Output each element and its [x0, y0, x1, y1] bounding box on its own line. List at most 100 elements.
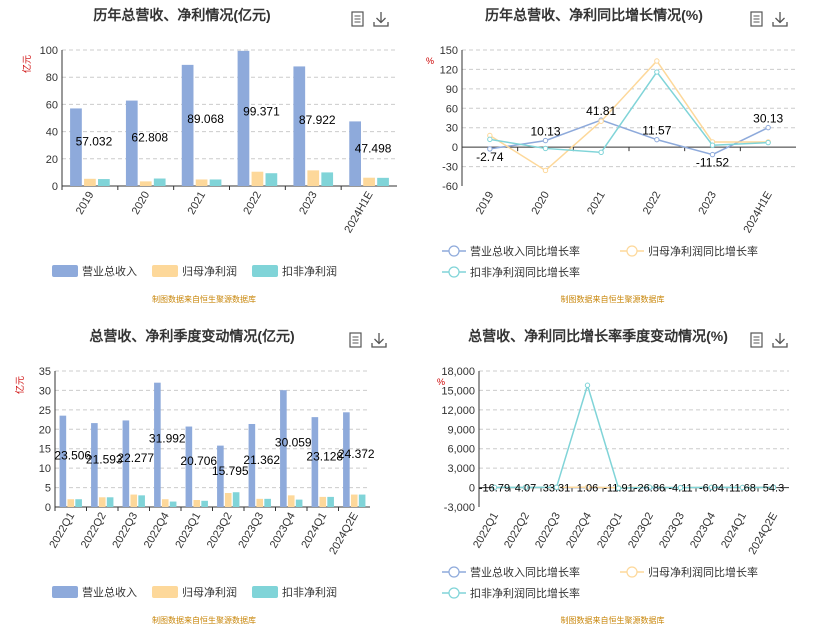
data-label: -6.04 — [699, 483, 724, 495]
bar — [321, 172, 334, 186]
data-label: 41.81 — [586, 104, 616, 118]
legend-item[interactable]: 归母净利润 — [152, 585, 237, 599]
x-tick-label: 2023Q1 — [595, 511, 625, 551]
y-tick-label: 0 — [52, 181, 58, 193]
x-tick-label: 2023Q2 — [626, 511, 656, 551]
data-label: 57.032 — [76, 135, 113, 149]
source-note: 制图数据来自恒生聚源数据库 — [152, 294, 256, 304]
download-icon[interactable] — [373, 12, 389, 27]
legend-label: 归母净利润同比增长率 — [648, 565, 758, 579]
bar — [311, 417, 319, 507]
y-tick-label: 0 — [45, 502, 51, 514]
legend-item[interactable]: 营业总收入同比增长率 — [442, 565, 580, 579]
x-tick-label: 2021 — [186, 190, 209, 217]
x-tick-label: 2022Q1 — [471, 511, 501, 551]
legend-label: 扣非净利润 — [282, 585, 337, 599]
legend-swatch-marker — [448, 566, 460, 578]
x-tick-label: 2024Q2E — [327, 511, 361, 557]
data-label: 23.506 — [54, 449, 91, 463]
bar — [363, 177, 375, 186]
y-tick-label: -3,000 — [444, 502, 475, 514]
chart-annual-growth: 历年总营收、净利同比增长情况(%) -60 -30 0 30 60 90 120 150% 201… — [408, 0, 817, 321]
bar — [377, 177, 389, 186]
x-tick-label: 2023Q4 — [688, 511, 718, 551]
y-tick-label: 18,000 — [441, 366, 475, 378]
y-tick-label: 60 — [46, 99, 58, 111]
x-tick-label: 2023 — [696, 190, 719, 217]
bar — [59, 415, 67, 507]
data-label: 33.31 — [543, 483, 571, 495]
legend-label: 扣非净利润同比增长率 — [470, 265, 580, 279]
data-point — [654, 69, 660, 75]
legend-item[interactable]: 扣非净利润 — [252, 585, 337, 599]
bar — [251, 171, 264, 186]
bar — [327, 496, 334, 507]
data-label: 62.808 — [131, 131, 168, 145]
bar — [169, 501, 177, 507]
data-point — [708, 484, 715, 491]
download-icon[interactable] — [772, 333, 788, 348]
legend-label: 营业总收入 — [82, 585, 137, 599]
download-icon[interactable] — [772, 12, 788, 27]
y-tick-label: 5 — [45, 483, 51, 495]
data-point — [487, 146, 493, 152]
bar — [224, 493, 232, 507]
legend-item[interactable]: 营业总收入 — [52, 264, 137, 278]
bar — [232, 492, 240, 507]
document-icon[interactable] — [750, 11, 763, 27]
data-label: -11.91 — [603, 483, 633, 495]
x-tick-label: 2022 — [641, 189, 664, 216]
x-tick-label: 2021 — [585, 190, 608, 217]
legend-swatch-marker — [448, 587, 460, 599]
legend-item[interactable]: 营业总收入同比增长率 — [442, 244, 580, 258]
document-icon[interactable] — [349, 332, 362, 348]
data-label: 11.57 — [642, 124, 671, 138]
data-point — [765, 139, 771, 146]
data-point — [646, 484, 653, 490]
y-tick-label: 0 — [452, 142, 458, 154]
bar — [130, 494, 138, 507]
data-point — [598, 149, 604, 156]
y-tick-label: 10 — [39, 463, 51, 475]
bar — [358, 494, 366, 507]
legend-item[interactable]: 归母净利润同比增长率 — [620, 565, 758, 579]
series-line — [489, 59, 769, 172]
legend-item[interactable]: 归母净利润同比增长率 — [620, 244, 758, 258]
data-point — [584, 484, 591, 491]
data-point — [765, 124, 771, 131]
document-icon[interactable] — [750, 332, 763, 348]
legend-item[interactable]: 扣非净利润 — [252, 264, 337, 278]
legend-item[interactable]: 归母净利润 — [152, 264, 237, 278]
x-tick-label: 2020 — [529, 190, 552, 217]
series-line — [489, 119, 769, 156]
data-point — [654, 58, 660, 64]
source-note: 制图数据来自恒生聚源数据库 — [561, 615, 665, 625]
y-tick-label: 40 — [46, 127, 58, 139]
y-axis-unit: % — [426, 56, 434, 66]
chart-title: 总营收、净利同比增长率季度变动情况(%) — [468, 328, 728, 344]
data-point — [491, 484, 498, 491]
source-note: 制图数据来自恒生聚源数据库 — [561, 294, 665, 304]
x-tick-label: 2024Q1 — [299, 511, 329, 551]
download-icon[interactable] — [371, 333, 387, 348]
legend-item[interactable]: 扣非净利润同比增长率 — [442, 265, 580, 279]
legend-item[interactable]: 扣非净利润同比增长率 — [442, 586, 580, 600]
legend-item[interactable]: 营业总收入 — [52, 585, 137, 599]
x-tick-label: 2022 — [241, 190, 264, 217]
legend-swatch — [252, 265, 278, 277]
bar — [209, 179, 222, 186]
legend-swatch-marker — [448, 266, 460, 278]
bar — [265, 173, 278, 186]
chart-quarterly-growth: 总营收、净利同比增长率季度变动情况(%) -3,000 0 3,000 6,000 9,0… — [408, 321, 817, 642]
legend-swatch-marker — [448, 245, 460, 257]
y-tick-label: 25 — [39, 405, 51, 417]
legend-swatch — [52, 586, 78, 598]
bar — [280, 390, 287, 507]
data-label: 87.922 — [299, 113, 336, 127]
data-label: 30.13 — [753, 112, 783, 126]
data-point — [542, 145, 549, 152]
x-tick-label: 2022Q3 — [110, 511, 140, 551]
document-icon[interactable] — [351, 11, 364, 27]
x-tick-label: 2023Q1 — [173, 511, 203, 551]
bar — [98, 179, 110, 186]
